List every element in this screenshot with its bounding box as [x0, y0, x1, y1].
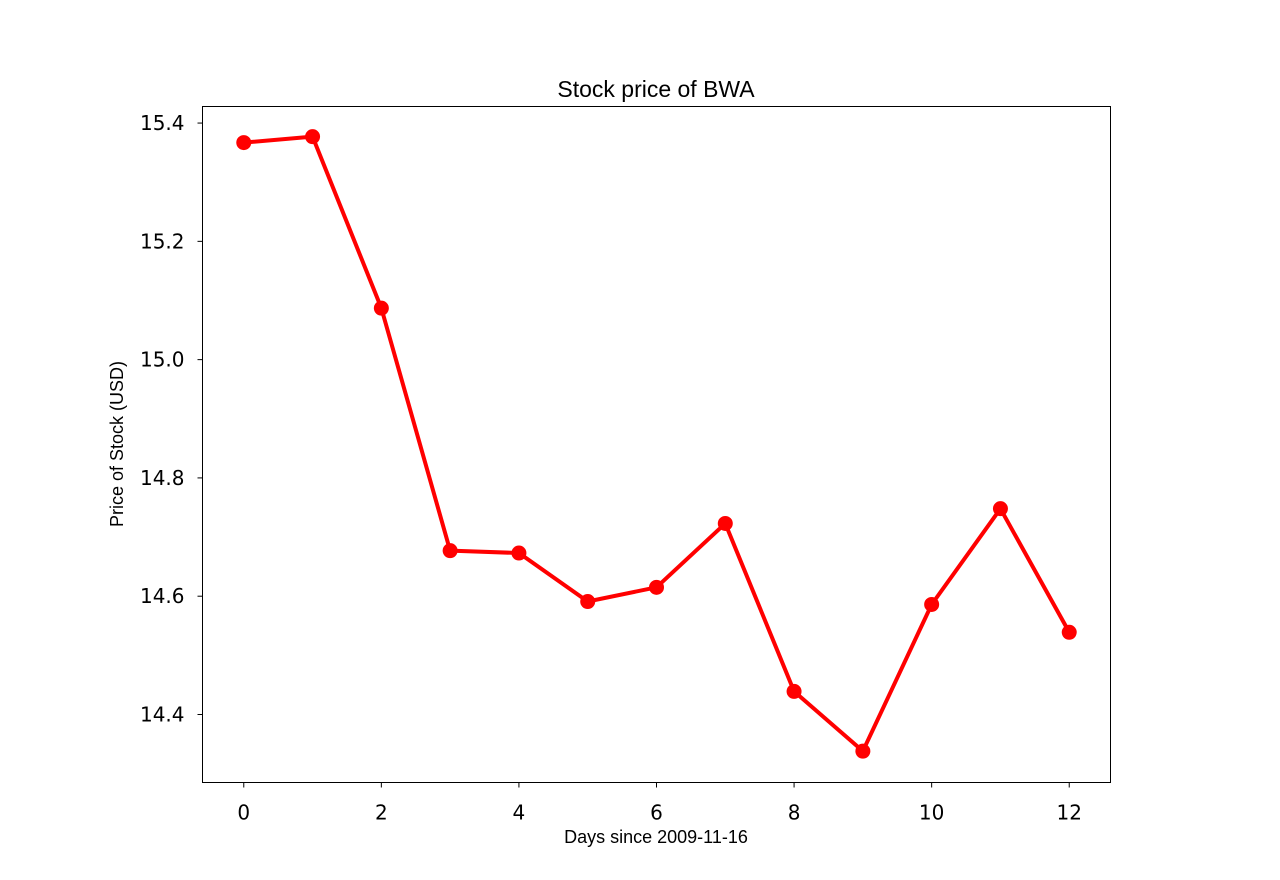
y-tick-label: 14.8 — [140, 466, 185, 490]
data-point — [511, 545, 527, 561]
x-tick-label: 10 — [919, 801, 944, 825]
x-tick-label: 2 — [375, 801, 388, 825]
y-axis-label: Price of Stock (USD) — [107, 361, 127, 527]
x-tick-label: 8 — [788, 801, 801, 825]
data-point — [786, 683, 802, 699]
x-tick-label: 12 — [1057, 801, 1082, 825]
y-tick-label: 15.4 — [140, 111, 185, 135]
series-line — [243, 134, 1071, 754]
y-tick-label: 15.2 — [140, 229, 185, 253]
data-point — [373, 300, 389, 316]
data-point — [649, 579, 664, 595]
data-point — [442, 543, 458, 559]
data-point — [924, 596, 940, 612]
chart-title: Stock price of BWA — [557, 76, 755, 102]
data-point — [717, 515, 733, 531]
x-tick-label: 4 — [513, 801, 526, 825]
y-tick-label: 14.4 — [140, 702, 185, 726]
x-tick-label: 0 — [237, 801, 250, 825]
y-tick-label: 14.6 — [140, 584, 185, 608]
y-tick-label: 15.0 — [140, 348, 185, 372]
x-tick-label: 6 — [650, 801, 663, 825]
axis-ticks: 0 2 4 6 8 10 12 14.4 14.6 14.8 15.0 15.2 15.4 — [140, 111, 1082, 824]
plot-frame — [202, 106, 1111, 783]
data-point — [992, 501, 1008, 517]
data-point — [580, 594, 596, 610]
data-point — [855, 743, 871, 759]
data-point — [305, 129, 321, 145]
series-layer — [236, 129, 1077, 759]
x-axis-label: Days since 2009-11-16 — [564, 827, 748, 847]
data-point — [1061, 624, 1077, 640]
data-point — [236, 135, 252, 151]
